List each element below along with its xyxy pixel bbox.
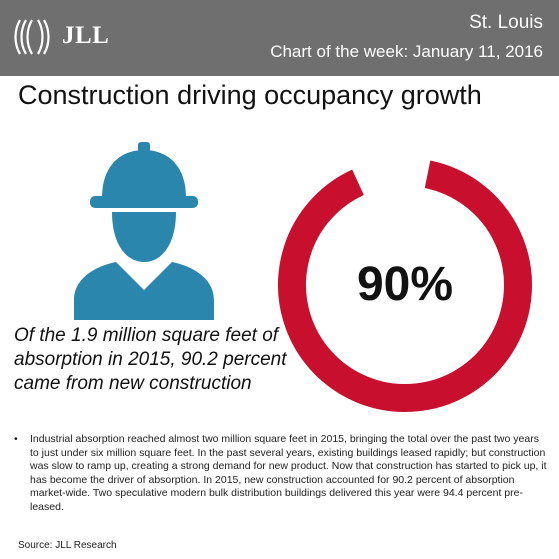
bullet-marker: • — [14, 433, 18, 445]
city-label: St. Louis — [469, 12, 543, 33]
construction-worker-icon — [74, 142, 214, 320]
caption-text: Of the 1.9 million square feet of absorp… — [14, 325, 287, 394]
header-bar: JLL St. Louis Chart of the week: January… — [0, 0, 559, 76]
donut-center-label: 90% — [357, 258, 453, 311]
donut-slice-remainder — [352, 158, 431, 196]
donut-chart: 90% — [278, 158, 532, 412]
bullet-text: Industrial absorption reached almost two… — [30, 433, 547, 513]
logo-text: JLL — [62, 22, 110, 49]
source-note: Source: JLL Research — [18, 540, 117, 551]
jll-logo: JLL — [14, 16, 109, 58]
donut-slice-value — [278, 160, 532, 412]
page-title: Construction driving occupancy growth — [18, 80, 482, 110]
chart-of-week-label: Chart of the week: January 11, 2016 — [270, 42, 543, 61]
bullet-paragraph: • Industrial absorption reached almost t… — [12, 433, 547, 514]
jll-logo-icon — [14, 19, 50, 55]
